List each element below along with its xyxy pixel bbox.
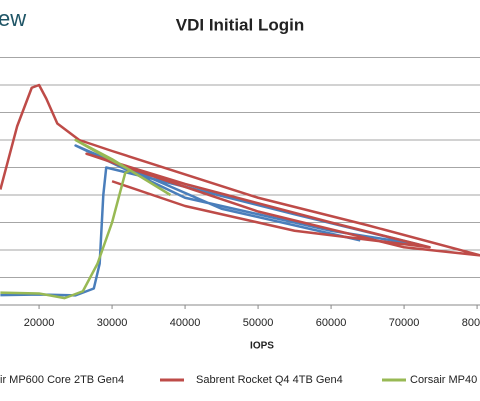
series-line [0, 138, 172, 300]
series-line [0, 83, 480, 257]
series-line [0, 144, 420, 297]
x-axis-label: IOPS [250, 341, 274, 352]
x-tick-label: 70000 [389, 317, 420, 329]
x-tick-label: 80000 [462, 317, 480, 329]
x-tick-label: 30000 [97, 317, 128, 329]
x-tick-label: 20000 [24, 317, 55, 329]
legend-label: Corsair MP40 [410, 374, 477, 386]
legend-label: Sabrent Rocket Q4 4TB Gen4 [196, 374, 343, 386]
x-tick-label: 40000 [170, 317, 201, 329]
legend-label: ir MP600 Core 2TB Gen4 [0, 374, 124, 386]
x-tick-label: 50000 [243, 317, 274, 329]
x-tick-label: 60000 [316, 317, 347, 329]
brand: ew [0, 6, 26, 31]
chart-title: VDI Initial Login [176, 15, 304, 34]
